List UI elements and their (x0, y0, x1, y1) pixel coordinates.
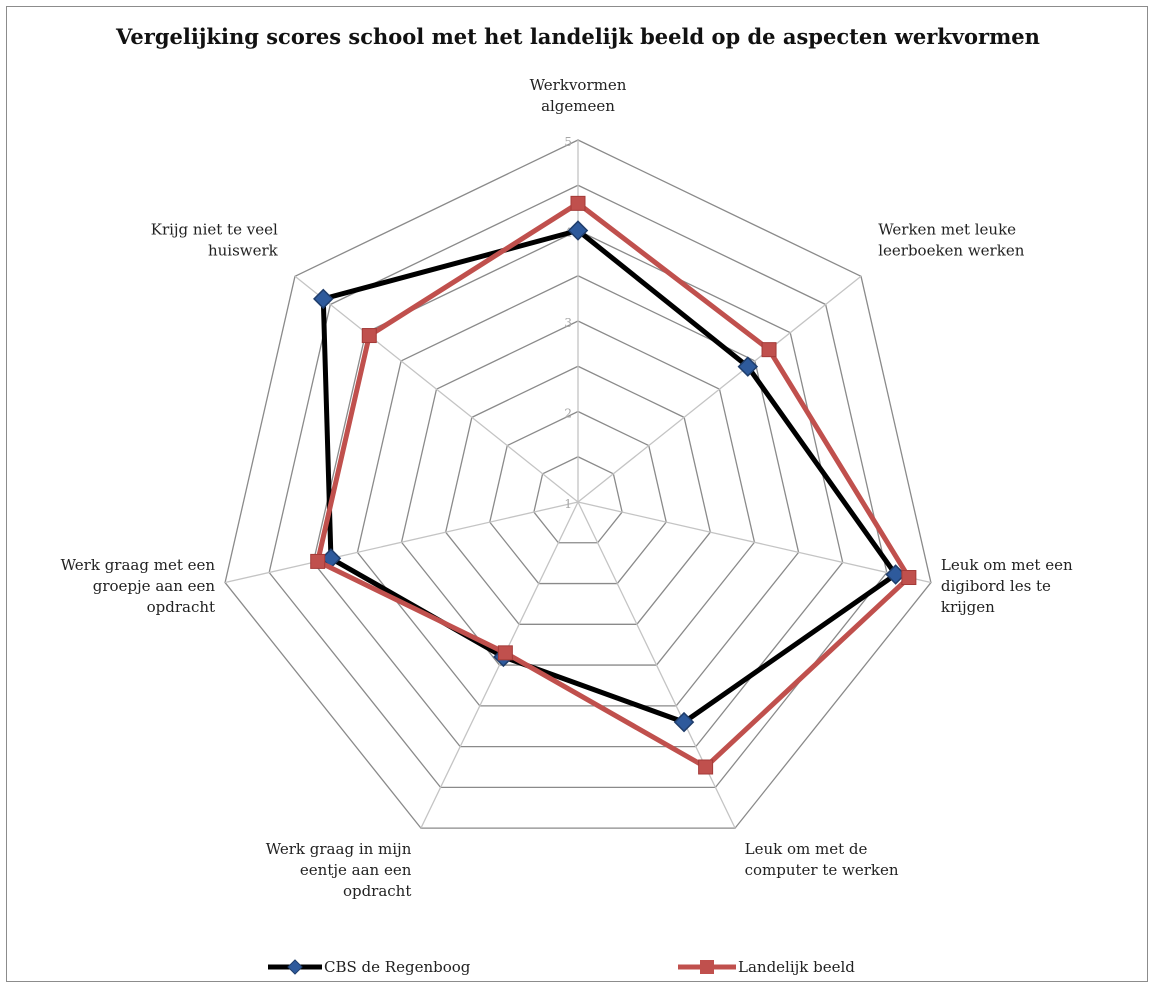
data-point (571, 196, 585, 210)
category-labels: Werkvormen algemeen Werken met leuke leerbo… (61, 76, 1073, 900)
category-label: Werk graag met een groepje aan een opdrach… (61, 556, 216, 616)
category-label: Leuk om met een digibord les te krijgen (941, 556, 1073, 616)
category-label: Werken met leuke leerboeken werken (878, 221, 1024, 260)
category-label-line: digibord les te (941, 577, 1051, 595)
tick-label: 1 (564, 497, 572, 511)
grid-spoke (225, 502, 578, 583)
category-label-line: algemeen (541, 97, 615, 115)
category-label-line: Leuk om met de (745, 840, 868, 858)
legend-label-regenboog: CBS de Regenboog (324, 958, 470, 976)
category-label-line: Werkvormen (530, 76, 627, 94)
data-point (902, 571, 916, 585)
category-label-line: Krijg niet te veel (151, 221, 278, 239)
data-point (362, 329, 376, 343)
tick-label: 2 (564, 407, 572, 421)
category-label-line: eentje aan een (300, 861, 412, 879)
data-point (762, 343, 776, 357)
category-label-line: Leuk om met een (941, 556, 1073, 574)
category-label-line: huiswerk (208, 242, 279, 260)
legend-label-landelijk: Landelijk beeld (738, 958, 855, 976)
tick-label: 3 (564, 316, 572, 330)
category-label-line: groepje aan een (93, 577, 216, 595)
category-label-line: krijgen (941, 598, 995, 616)
category-label: Werkvormen algemeen (530, 76, 627, 115)
series-line (318, 203, 909, 767)
legend-item-landelijk[interactable]: Landelijk beeld (676, 956, 855, 978)
grid-spoke (578, 502, 931, 583)
category-label: Werk graag in mijn eentje aan een opdracht (266, 840, 412, 900)
legend-swatch-landelijk (676, 957, 738, 977)
category-label-line: opdracht (343, 882, 411, 900)
category-label-line: Werk graag met een (61, 556, 216, 574)
category-label: Krijg niet te veel huiswerk (151, 221, 279, 260)
tick-label: 5 (564, 135, 572, 149)
category-label: Leuk om met de computer te werken (745, 840, 899, 879)
data-point (699, 760, 713, 774)
category-label-line: Werken met leuke (878, 221, 1016, 239)
category-label-line: leerboeken werken (878, 242, 1024, 260)
data-point (498, 646, 512, 660)
category-label-line: Werk graag in mijn (266, 840, 412, 858)
category-label-line: opdracht (147, 598, 215, 616)
legend-item-regenboog[interactable]: CBS de Regenboog (266, 956, 470, 978)
data-point (311, 554, 325, 568)
category-label-line: computer te werken (745, 861, 899, 879)
legend-swatch-regenboog (266, 957, 324, 977)
